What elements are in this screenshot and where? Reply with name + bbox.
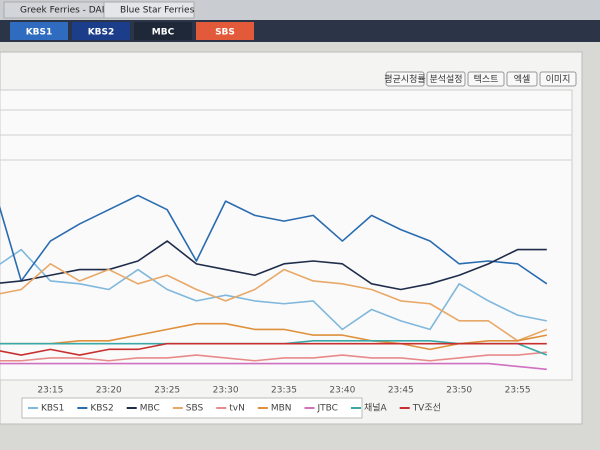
channel-tab-label: KBS1	[26, 28, 53, 38]
x-tick-label: 23:15	[37, 386, 63, 396]
channel-tab-label: KBS2	[88, 28, 115, 38]
legend-label[interactable]: 채널A	[364, 403, 388, 414]
legend-label[interactable]: JTBC	[317, 404, 338, 414]
legend-label[interactable]: SBS	[186, 404, 204, 414]
series-line	[0, 194, 548, 285]
legend-label[interactable]: tvN	[229, 404, 245, 414]
toolbar-label: 평균시청률	[384, 74, 425, 85]
toolbar-label: 엑셀	[514, 73, 531, 85]
plot-area	[0, 89, 573, 381]
legend-label[interactable]: KBS1	[41, 404, 64, 414]
toolbar-label: 이미지	[546, 74, 571, 85]
series-line	[0, 248, 547, 331]
toolbar-button[interactable]	[506, 71, 538, 87]
toolbar-button[interactable]	[426, 71, 466, 87]
series-line	[0, 342, 547, 356]
browser-tab-label: Blue Star Ferries	[120, 6, 195, 16]
channel-tab[interactable]	[196, 22, 254, 40]
background-lines	[0, 109, 572, 161]
toolbar-button[interactable]	[385, 71, 425, 87]
series-line	[0, 322, 547, 351]
x-tick-label: 23:30	[213, 386, 239, 396]
legend-label[interactable]: MBN	[271, 404, 292, 414]
series-line	[0, 240, 547, 291]
x-tick-label: 23:50	[446, 386, 472, 396]
legend-label[interactable]: MBC	[140, 404, 160, 414]
series-line	[0, 362, 547, 371]
channel-tab[interactable]	[10, 22, 68, 40]
channel-tab[interactable]	[134, 22, 192, 40]
x-tick-label: 23:40	[329, 386, 355, 396]
channel-tab-label: SBS	[215, 28, 235, 38]
toolbar-label: 분석설정	[429, 74, 462, 85]
x-tick-label: 23:20	[96, 386, 122, 396]
x-tick-label: 23:45	[388, 386, 414, 396]
toolbar-label: 텍스트	[474, 74, 499, 85]
x-tick-label: 23:55	[505, 386, 531, 396]
plot: 23:15 23:20 23:25 23:30 23:35 23:40 23:45 23:50…	[0, 194, 548, 396]
browser-tab[interactable]	[103, 1, 195, 19]
browser-tab-label: Greek Ferries - DAN...	[20, 6, 117, 16]
legend-box	[21, 397, 363, 419]
x-tick-label: 23:35	[271, 386, 297, 396]
toolbar-button[interactable]	[467, 71, 505, 87]
series-line	[0, 351, 547, 362]
channel-tab-label: MBC	[152, 28, 175, 38]
legend-label[interactable]: KBS2	[90, 404, 113, 414]
series-line	[0, 263, 548, 342]
x-tick-label: 23:25	[154, 386, 180, 396]
channel-tab[interactable]	[72, 22, 130, 40]
ui: Greek Ferries - DAN... Blue Star Ferries K…	[3, 1, 577, 87]
legend-label[interactable]: TV조선	[412, 403, 441, 414]
toolbar-button[interactable]	[539, 71, 577, 87]
